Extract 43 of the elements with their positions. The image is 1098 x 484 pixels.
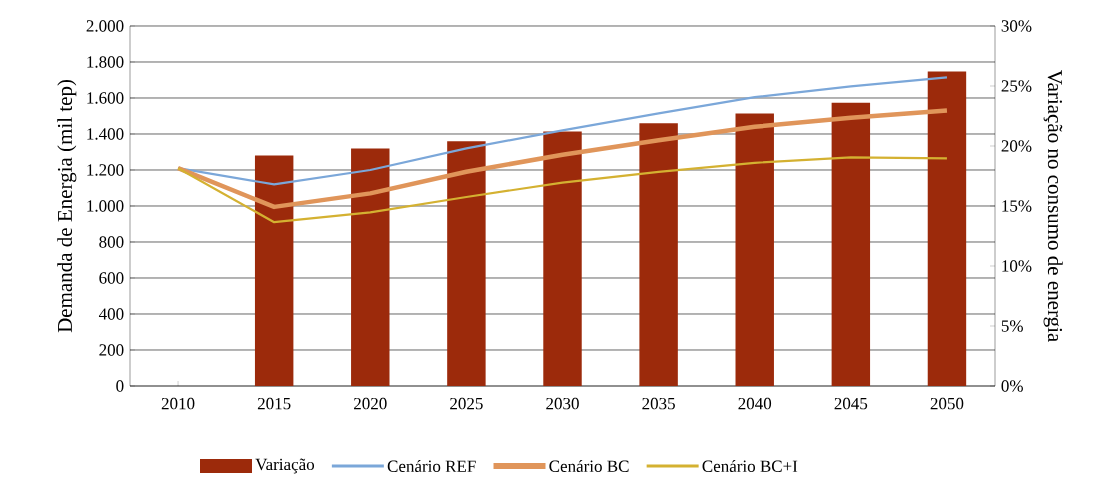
y2-tick-label: 25% bbox=[1001, 80, 1032, 92]
y2-tick-label: 15% bbox=[1002, 200, 1032, 212]
bar bbox=[831, 102, 871, 386]
y2-tick-label: 20% bbox=[1001, 140, 1032, 152]
x-tick-label: 2030 bbox=[546, 397, 579, 410]
y-tick-label: 1.200 bbox=[87, 164, 124, 176]
legend-label: Cenário BC bbox=[549, 460, 629, 472]
y-tick-label: 1.400 bbox=[87, 128, 124, 140]
bar bbox=[639, 123, 678, 386]
x-tick-label: 2045 bbox=[834, 397, 868, 410]
x-tick-label: 2025 bbox=[450, 397, 483, 410]
y-tick-label: 1.600 bbox=[87, 92, 124, 104]
line-series bbox=[176, 156, 949, 224]
x-tick-label: 2015 bbox=[257, 397, 291, 410]
y-tick-label: 1.800 bbox=[87, 56, 124, 68]
legend-label: Cenário BC+I bbox=[702, 460, 798, 472]
y2-tick-label: 30% bbox=[1001, 20, 1032, 32]
bar bbox=[735, 113, 774, 386]
legend-label: Cenário REF bbox=[387, 460, 476, 472]
y-tick-label: 400 bbox=[98, 308, 124, 320]
bar bbox=[447, 141, 486, 386]
bar bbox=[351, 148, 390, 386]
y2-tick-label: 0% bbox=[1001, 380, 1023, 392]
y2-tick-label: 10% bbox=[1002, 260, 1032, 272]
line-series bbox=[175, 108, 950, 210]
bar bbox=[254, 155, 294, 386]
x-tick-label: 2050 bbox=[930, 397, 964, 410]
legend-label: Variação bbox=[255, 458, 315, 474]
y2-tick-label: 5% bbox=[1001, 320, 1023, 332]
y-tick-label: 200 bbox=[99, 344, 124, 356]
y-tick-label: 1.000 bbox=[87, 200, 124, 212]
x-tick-label: 2010 bbox=[161, 397, 195, 410]
y-tick-label: 2.000 bbox=[86, 20, 124, 32]
x-tick-label: 2040 bbox=[738, 397, 772, 410]
y-tick-label: 800 bbox=[99, 236, 124, 248]
y-axis-title: Demanda de Energia (mil tep) bbox=[57, 79, 77, 333]
bar bbox=[543, 131, 582, 386]
x-tick-label: 2035 bbox=[642, 397, 675, 410]
y-tick-label: 0 bbox=[116, 380, 124, 392]
y2-axis-title: Variação no consumo de energia bbox=[1043, 69, 1063, 343]
x-tick-label: 2020 bbox=[354, 397, 387, 410]
y-tick-label: 600 bbox=[99, 272, 124, 284]
bar bbox=[927, 71, 967, 386]
